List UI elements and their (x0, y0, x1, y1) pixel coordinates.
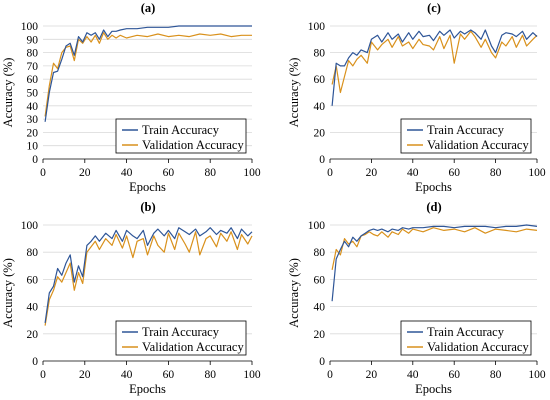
x-tick-label: 20 (366, 167, 378, 179)
train-accuracy-line (331, 29, 538, 106)
y-tick-label: 80 (314, 247, 326, 259)
y-tick-label: 0 (32, 356, 38, 368)
legend-entry: Validation Accuracy (142, 340, 244, 354)
legend-box (400, 118, 532, 154)
x-tick-label: 60 (163, 167, 175, 179)
y-tick-label: 20 (27, 127, 39, 139)
y-axis-label: Accuracy (%) (287, 258, 301, 328)
x-tick-label: 40 (407, 369, 419, 381)
y-axis-label: Accuracy (%) (287, 58, 301, 128)
y-tick-label: 0 (319, 154, 325, 166)
x-tick-label: 80 (204, 167, 216, 179)
panel-title: (c) (427, 1, 441, 15)
x-tick-label: 0 (327, 369, 333, 381)
validation-accuracy-line (331, 30, 538, 94)
y-tick-label: 40 (27, 101, 39, 113)
y-tick-label: 20 (27, 329, 39, 341)
panel-b: 0 20 40 60 80 100 0 20 40 60 80 100 (b) Epochs Accurac… (1, 200, 261, 396)
y-axis-label: Accuracy (%) (1, 58, 15, 128)
y-axis-label: Accuracy (%) (1, 258, 15, 328)
x-tick-label: 40 (121, 369, 133, 381)
legend-box (115, 118, 247, 154)
y-tick-label: 10 (27, 141, 39, 153)
y-tick-label: 80 (27, 247, 39, 259)
y-tick-label: 80 (314, 48, 326, 60)
y-tick-label: 100 (21, 21, 39, 33)
y-tick-label: 100 (308, 21, 326, 33)
x-tick-label: 100 (243, 167, 261, 179)
x-tick-label: 100 (528, 167, 546, 179)
legend-box (115, 320, 247, 356)
train-accuracy-line (44, 25, 252, 122)
y-tick-label: 60 (314, 74, 326, 86)
y-tick-label: 50 (27, 88, 39, 100)
x-tick-label: 0 (40, 369, 46, 381)
y-tick-label: 40 (314, 302, 326, 314)
x-axis-label: Epochs (415, 180, 452, 194)
panel-c: 0 20 40 60 80 100 0 20 40 60 80 100 (c) Epochs Accurac… (287, 1, 546, 194)
validation-accuracy-line (44, 32, 252, 117)
panel-title: (a) (141, 1, 156, 15)
y-tick-label: 90 (27, 34, 39, 46)
train-accuracy-line (44, 227, 253, 323)
y-tick-label: 100 (21, 220, 39, 232)
x-tick-label: 40 (407, 167, 419, 179)
y-tick-label: 60 (27, 274, 39, 286)
y-tick-label: 0 (319, 356, 325, 368)
x-tick-label: 40 (121, 167, 133, 179)
panel-d: 0 20 40 60 80 100 0 20 40 60 80 100 (d) Epochs Accurac… (287, 200, 546, 396)
y-tick-label: 20 (314, 329, 326, 341)
panel-title: (b) (140, 200, 155, 214)
x-tick-label: 0 (327, 167, 333, 179)
y-tick-label: 60 (27, 74, 39, 86)
x-tick-label: 60 (448, 167, 460, 179)
y-tick-label: 0 (32, 154, 38, 166)
x-tick-label: 80 (490, 167, 502, 179)
x-tick-label: 20 (366, 369, 378, 381)
x-tick-label: 100 (528, 369, 546, 381)
x-axis-label: Epochs (129, 382, 166, 396)
x-tick-label: 20 (79, 167, 91, 179)
y-tick-label: 30 (27, 114, 39, 126)
legend-entry: Train Accuracy (142, 325, 220, 339)
x-tick-label: 20 (79, 369, 91, 381)
x-tick-label: 60 (163, 369, 175, 381)
x-axis-label: Epochs (129, 180, 166, 194)
y-tick-label: 20 (314, 127, 326, 139)
x-tick-label: 0 (40, 167, 46, 179)
y-tick-label: 100 (308, 220, 326, 232)
train-accuracy-line (331, 224, 538, 302)
y-tick-label: 70 (27, 61, 39, 73)
legend-entry: Train Accuracy (427, 123, 505, 137)
validation-accuracy-line (44, 231, 253, 326)
legend-entry: Train Accuracy (142, 123, 220, 137)
x-tick-label: 60 (448, 369, 460, 381)
x-tick-label: 80 (204, 369, 216, 381)
legend-entry: Validation Accuracy (142, 138, 244, 152)
x-axis-label: Epochs (415, 382, 452, 396)
legend-entry: Validation Accuracy (427, 138, 529, 152)
legend-entry: Train Accuracy (427, 325, 505, 339)
y-tick-label: 80 (27, 48, 39, 60)
panel-title: (d) (426, 200, 441, 214)
y-tick-label: 40 (27, 302, 39, 314)
legend-box (400, 320, 532, 356)
validation-accuracy-line (331, 227, 538, 271)
x-tick-label: 80 (490, 369, 502, 381)
x-tick-label: 100 (243, 369, 261, 381)
legend-entry: Validation Accuracy (427, 340, 529, 354)
y-tick-label: 40 (314, 101, 326, 113)
y-tick-label: 60 (314, 274, 326, 286)
